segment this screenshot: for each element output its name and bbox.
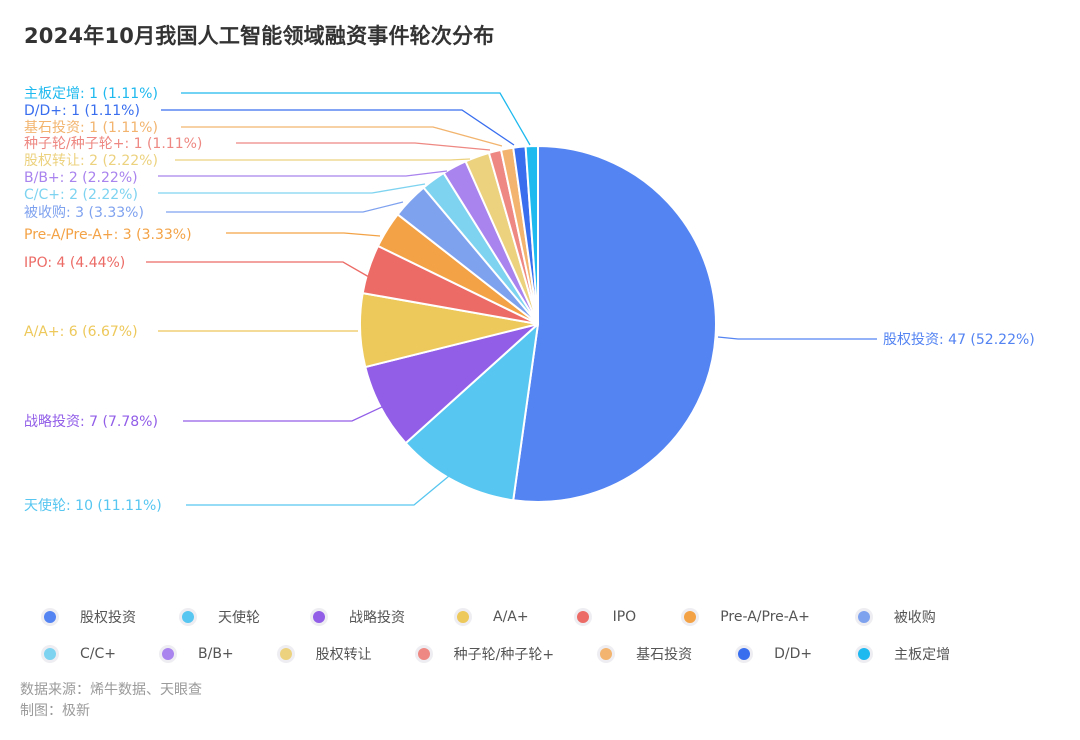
slice-label: 主板定增: 1 (1.11%) [24,86,158,102]
pie-slice[interactable] [404,323,539,502]
slice-label: 基石投资: 1 (1.11%) [24,119,158,136]
legend-item-strategic[interactable]: 战略投资 [307,607,405,627]
pie-slices [359,144,717,503]
legend-item-b-round[interactable]: B/B+ [156,646,234,662]
slice-label: 被收购: 3 (3.33%) [24,205,144,221]
legend-dot-icon [417,647,430,660]
legend-item-ipo[interactable]: IPO [571,609,636,625]
legend-dot-icon [279,647,292,660]
legend-dot-icon [857,610,870,623]
legend-dot-icon [600,647,613,660]
legend-dot-icon [182,610,194,623]
slice-label: C/C+: 2 (2.22%) [24,187,138,203]
legend-dot-icon [576,610,589,623]
leader-line [226,232,381,237]
leader-line [161,109,515,146]
legend-item-equity-transfer[interactable]: 股权转让 [274,644,372,664]
leader-line [181,126,503,147]
footer: 数据来源：烯牛数据、天眼查 制图：极新 [20,680,202,722]
slice-label: B/B+: 2 (2.22%) [24,170,138,186]
legend-dot-icon [44,610,56,623]
leader-line [146,261,370,278]
slice-label: A/A+: 6 (6.67%) [24,324,138,340]
slice-label: Pre-A/Pre-A+: 3 (3.33%) [24,227,192,243]
slice-label: 股权转让: 2 (2.22%) [24,153,158,169]
legend: 股权投资 天使轮 战略投资 A/A+ IPO Pre-A/Pre-A+ 被收购 … [38,598,1078,672]
legend-item-acquired[interactable]: 被收购 [852,607,936,627]
pie-slice[interactable] [512,145,717,503]
legend-dot-icon [684,610,697,623]
slice-label: IPO: 4 (4.44%) [24,255,125,271]
leader-line [236,142,491,151]
chart-title: 2024年10月我国人工智能领域融资事件轮次分布 [24,24,495,48]
legend-item-private-placement[interactable]: 主板定增 [852,644,950,664]
legend-item-d-round[interactable]: D/D+ [732,646,812,662]
legend-item-seed[interactable]: 种子轮/种子轮+ [412,644,554,664]
legend-dot-icon [162,647,174,660]
slice-label: 股权投资: 47 (52.22%) [883,332,1035,348]
legend-dot-icon [858,647,871,660]
leader-line [158,170,448,177]
slice-label: 种子轮/种子轮+: 1 (1.11%) [24,136,202,152]
slice-label: D/D+: 1 (1.11%) [24,103,140,119]
legend-dot-icon [738,647,751,660]
legend-item-a-round[interactable]: A/A+ [451,609,529,625]
leader-line [175,158,471,161]
legend-item-angel[interactable]: 天使轮 [176,607,260,627]
legend-row-2: C/C+ B/B+ 股权转让 种子轮/种子轮+ 基石投资 D/D+ 主板定增 [38,635,1078,672]
legend-dot-icon [313,610,325,623]
leader-line [166,201,404,213]
pie-chart: 股权投资: 47 (52.22%) 天使轮: 10 (11.11%) 战略投资: 7… [24,86,1035,514]
legend-item-cornerstone[interactable]: 基石投资 [594,644,692,664]
legend-item-equity-investment[interactable]: 股权投资 [38,607,136,627]
leader-line [186,475,450,506]
legend-dot-icon [457,610,469,623]
leader-line [181,92,531,146]
pie-slice[interactable] [524,144,539,325]
leader-line [183,405,385,422]
data-source: 数据来源：烯牛数据、天眼查 [20,682,202,698]
legend-item-c-round[interactable]: C/C+ [38,646,116,662]
chart-author: 制图：极新 [20,703,90,719]
leader-line [717,336,877,340]
legend-item-pre-a[interactable]: Pre-A/Pre-A+ [678,609,810,625]
leader-line [158,183,426,194]
leader-lines [146,92,877,506]
slice-label: 天使轮: 10 (11.11%) [24,497,162,514]
legend-row-1: 股权投资 天使轮 战略投资 A/A+ IPO Pre-A/Pre-A+ 被收购 [38,598,1078,635]
legend-dot-icon [44,647,56,660]
slice-label: 战略投资: 7 (7.78%) [24,414,158,430]
slice-labels: 股权投资: 47 (52.22%) 天使轮: 10 (11.11%) 战略投资: 7… [24,86,1035,514]
